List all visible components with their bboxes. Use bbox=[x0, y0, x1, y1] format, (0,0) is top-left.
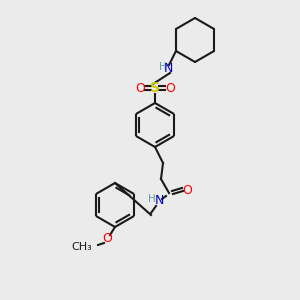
Text: O: O bbox=[102, 232, 112, 245]
Text: CH₃: CH₃ bbox=[71, 242, 92, 252]
Text: N: N bbox=[154, 194, 164, 208]
Text: O: O bbox=[165, 82, 175, 94]
Text: H: H bbox=[159, 62, 167, 72]
Text: O: O bbox=[182, 184, 192, 197]
Text: N: N bbox=[163, 62, 173, 76]
Text: O: O bbox=[135, 82, 145, 94]
Text: S: S bbox=[150, 81, 160, 95]
Text: H: H bbox=[148, 194, 156, 204]
